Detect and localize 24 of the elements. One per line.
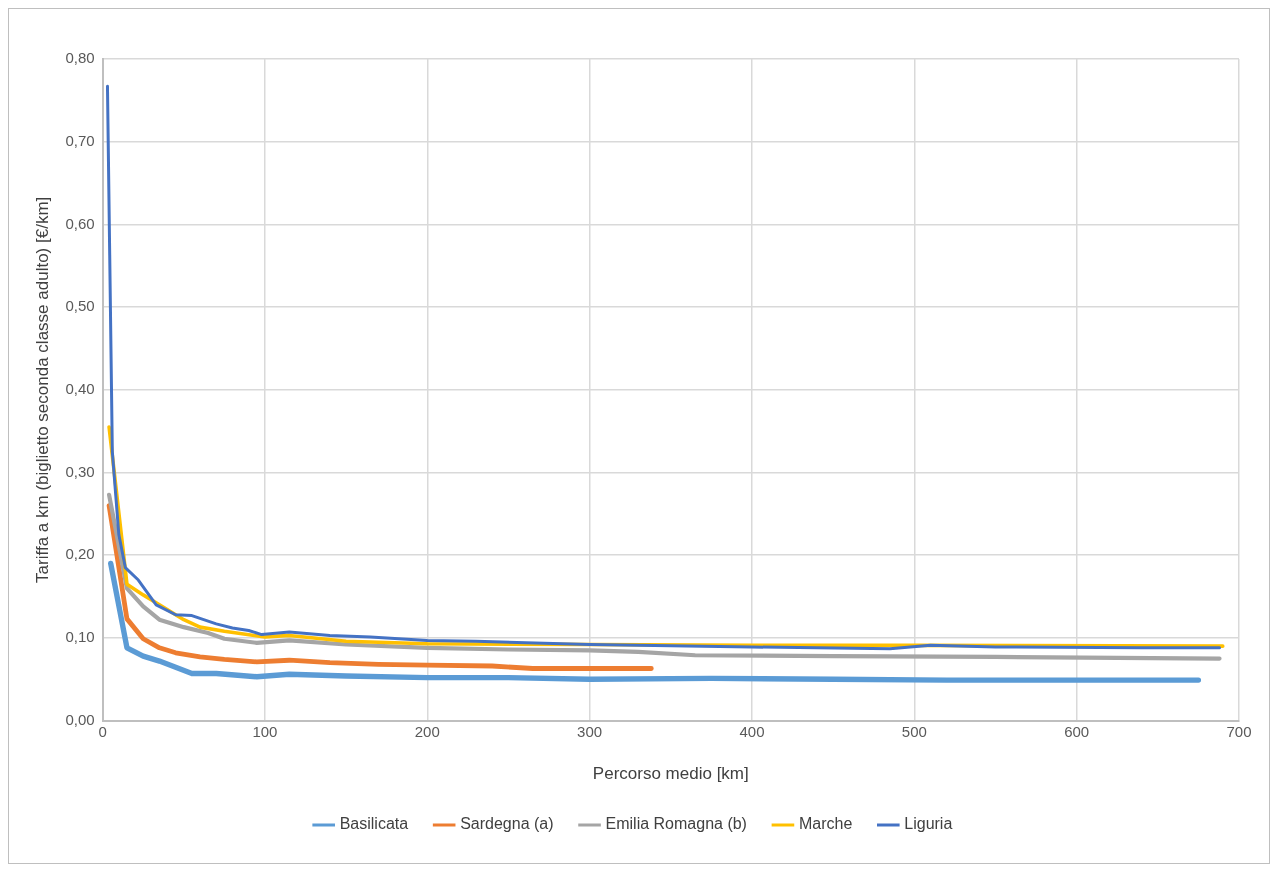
y-tick-label: 0,40 — [65, 379, 95, 397]
x-tick-label: 300 — [577, 722, 603, 740]
y-axis-title: Tariffa a km (biglietto seconda classe adulto) [€/km] — [32, 196, 52, 583]
x-tick-label: 700 — [1226, 722, 1252, 740]
y-tick-label: 0,30 — [65, 462, 95, 480]
legend-label: Liguria — [904, 815, 953, 833]
y-tick-label: 0,80 — [65, 49, 95, 67]
legend-label: Basilicata — [339, 815, 409, 833]
x-tick-label: 0 — [98, 722, 107, 740]
y-tick-label: 0,50 — [65, 297, 95, 315]
y-tick-label: 0,70 — [65, 131, 95, 149]
y-tick-label: 0,00 — [65, 710, 95, 728]
y-tick-label: 0,60 — [65, 214, 95, 232]
y-tick-label: 0,10 — [65, 628, 95, 646]
legend-label: Marche — [798, 815, 853, 833]
x-axis-title: Percorso medio [km] — [592, 764, 749, 784]
x-tick-label: 200 — [414, 722, 440, 740]
legend-label: Sardegna (a) — [460, 815, 554, 833]
x-tick-label: 600 — [1064, 722, 1090, 740]
x-tick-label: 100 — [252, 722, 278, 740]
x-tick-label: 400 — [739, 722, 765, 740]
y-tick-label: 0,20 — [65, 545, 95, 563]
legend-label: Emilia Romagna (b) — [605, 815, 747, 833]
x-tick-label: 500 — [901, 722, 927, 740]
